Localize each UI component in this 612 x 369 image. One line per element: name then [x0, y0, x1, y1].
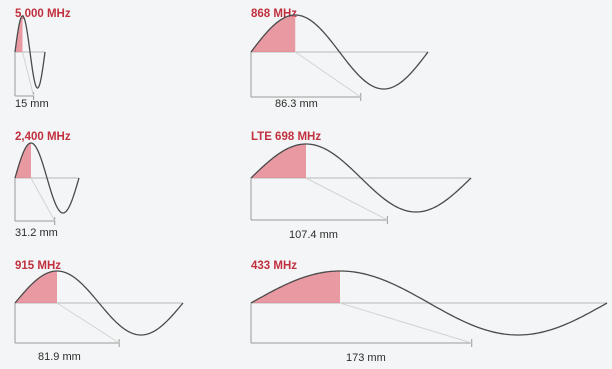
quarter-wave-highlight	[251, 144, 306, 178]
sine-wave	[250, 143, 472, 213]
guide-line	[305, 177, 388, 221]
length-label: 107.4 mm	[289, 229, 338, 241]
wave-graphic	[14, 142, 80, 225]
wave-graphic	[250, 143, 472, 224]
length-label: 31.2 mm	[15, 227, 58, 239]
wave-graphic	[250, 14, 429, 101]
guide-line	[56, 302, 120, 344]
length-label: 81.9 mm	[38, 351, 81, 363]
sine-wave	[250, 14, 429, 90]
length-label: 173 mm	[346, 352, 386, 364]
panel-433mhz: 433 MHz 173 mm	[250, 260, 608, 364]
sine-wave	[14, 142, 80, 214]
panel-2400mhz: 2,400 MHz 31.2 mm	[14, 131, 80, 239]
quarter-wave-highlight	[251, 271, 340, 303]
guide-line	[339, 302, 472, 344]
guide-line	[30, 177, 56, 222]
quarter-wave-highlight	[15, 271, 57, 303]
panel-5000mhz: 5,000 MHz 15 mm	[14, 8, 71, 110]
quarter-wave-highlight	[15, 16, 23, 52]
guide-line	[294, 51, 362, 98]
guide-line	[22, 51, 35, 97]
frequency-label: 5,000 MHz	[15, 8, 71, 20]
wave-graphic	[14, 270, 184, 347]
quarter-wave-highlight	[251, 15, 296, 52]
frequency-label: LTE 698 MHz	[251, 131, 321, 143]
sine-wave	[14, 270, 184, 336]
panel-915mhz: 915 MHz 81.9 mm	[14, 260, 184, 363]
panel-lte698mhz: LTE 698 MHz 107.4 mm	[250, 131, 472, 241]
panel-868mhz: 868 MHz 86.3 mm	[250, 8, 429, 110]
frequency-label: 2,400 MHz	[15, 131, 71, 143]
quarter-wave-highlight	[15, 143, 31, 178]
wave-graphic	[250, 270, 608, 347]
sine-wave	[14, 15, 46, 89]
length-label: 15 mm	[15, 98, 49, 110]
wave-graphic	[14, 15, 46, 100]
sine-wave	[250, 270, 608, 336]
frequency-label: 433 MHz	[251, 260, 297, 272]
length-label: 86.3 mm	[275, 98, 318, 110]
frequency-label: 915 MHz	[15, 260, 61, 272]
